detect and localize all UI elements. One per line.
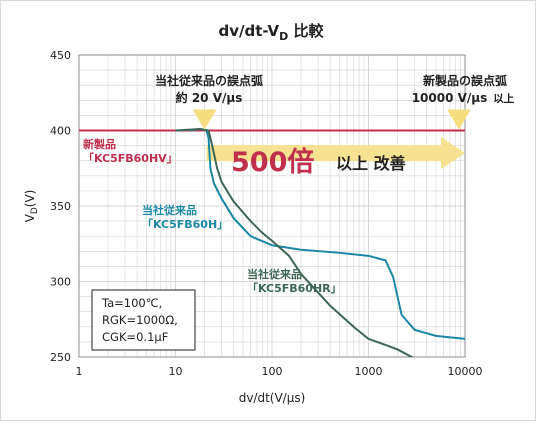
x-tick-labels: 1 10 100 1000 10000	[76, 365, 483, 378]
current-breakdown-label-line2: 約 20 V/μs	[176, 90, 243, 105]
condition-temperature: Ta=100℃,	[101, 296, 162, 310]
y-tick-label: 300	[50, 276, 71, 289]
condition-rgk: RGK=1000Ω,	[102, 313, 178, 327]
x-tick-label: 100	[262, 365, 283, 378]
y-tick-label: 400	[50, 125, 71, 138]
y-axis-label: VD(V)	[23, 190, 40, 223]
current-breakdown-label-line1: 当社従来品の誤点弧	[155, 73, 263, 88]
new-breakdown-label-line2: 10000 V/μs 以上	[412, 91, 515, 105]
series-label-kc5fb60hv-line2: 「KC5FB60HV」	[83, 151, 178, 165]
y-tick-label: 250	[50, 351, 71, 364]
series-line-kc5fb60h	[189, 127, 465, 340]
y-tick-label: 450	[50, 49, 71, 62]
condition-cgk: CGK=0.1μF	[102, 330, 168, 344]
series-label-kc5fb60h-line2: 「KC5FB60H」	[142, 217, 228, 231]
series-label-kc5fb60hr-line1: 当社従来品	[247, 267, 302, 281]
series-label-kc5fb60hr-line2: 「KC5FB60HR」	[247, 281, 342, 295]
conditions-box	[91, 289, 196, 351]
x-tick-label: 1000	[355, 365, 383, 378]
improvement-arrow	[206, 137, 466, 170]
new-breakdown-marker	[447, 109, 471, 130]
chart-title: dv/dt-VD 比較	[218, 22, 324, 43]
series-label-kc5fb60h-line1: 当社従来品	[142, 203, 197, 217]
x-axis-label: dv/dt(V/μs)	[239, 391, 306, 405]
x-tick-label: 10	[169, 365, 183, 378]
x-tick-label: 10000	[448, 365, 483, 378]
improvement-text: 以上 改善	[336, 154, 406, 173]
new-breakdown-label-line1: 新製品の誤点弧	[423, 73, 507, 88]
current-breakdown-marker	[192, 109, 217, 130]
improvement-value: 500倍	[231, 146, 314, 178]
series-line-kc5fb60hr	[175, 127, 414, 357]
y-tick-labels: 250 300 350 400 450	[50, 49, 71, 364]
series-label-kc5fb60hv-line1: 新製品	[83, 137, 116, 151]
y-tick-label: 350	[50, 200, 71, 213]
x-tick-label: 1	[76, 365, 83, 378]
plot-area-border	[78, 54, 466, 358]
